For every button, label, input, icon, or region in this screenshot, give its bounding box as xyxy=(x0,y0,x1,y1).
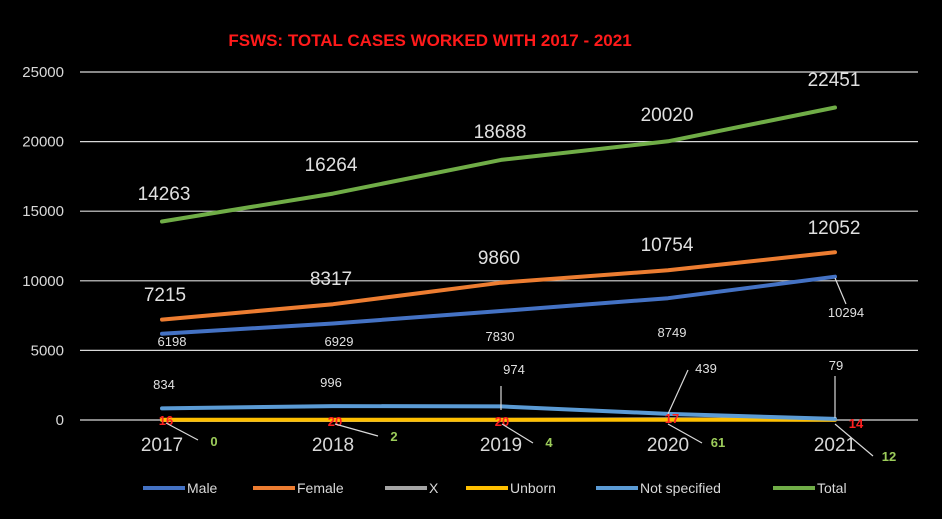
y-tick-label: 20000 xyxy=(22,134,64,151)
leader-line xyxy=(334,423,379,437)
x-tick-label: 2017 xyxy=(141,435,183,456)
leader-line xyxy=(165,422,199,441)
data-label-female: 8317 xyxy=(310,269,352,290)
leader-line xyxy=(501,423,534,444)
x-axis: 2017 2018 2019 2020 2021 xyxy=(141,435,856,456)
data-label-female: 7215 xyxy=(144,285,186,306)
y-tick-label: 10000 xyxy=(22,273,64,290)
data-label-total: 20020 xyxy=(641,105,694,126)
data-label-x: 4 xyxy=(545,435,553,450)
y-tick-label: 25000 xyxy=(22,64,64,81)
x-tick-label: 2021 xyxy=(814,435,856,456)
legend-label: Male xyxy=(187,480,218,496)
x-tick-label: 2018 xyxy=(312,435,354,456)
legend-label: Unborn xyxy=(510,480,556,496)
data-label-total: 18688 xyxy=(474,122,527,143)
data-label-not-specified: 834 xyxy=(153,377,175,392)
data-label-male: 6198 xyxy=(158,334,187,349)
data-label-male: 10294 xyxy=(828,305,864,320)
y-tick-label: 0 xyxy=(56,412,64,429)
series-line-total xyxy=(160,105,837,224)
data-label-unborn: 20 xyxy=(328,414,342,429)
data-label-unborn: 17 xyxy=(665,411,679,426)
data-label-female: 10754 xyxy=(641,235,694,256)
legend-label: X xyxy=(429,480,439,496)
legend: Male Female X Unborn Not specified Total xyxy=(143,480,847,496)
y-tick-label: 5000 xyxy=(31,342,64,359)
chart-title: FSWS: TOTAL CASES WORKED WITH 2017 - 202… xyxy=(228,31,631,50)
data-label-x: 61 xyxy=(711,435,725,450)
data-label-total: 14263 xyxy=(138,184,191,205)
data-label-male: 7830 xyxy=(486,329,515,344)
y-tick-label: 15000 xyxy=(22,203,64,220)
x-tick-label: 2019 xyxy=(480,435,522,456)
data-label-male: 6929 xyxy=(325,334,354,349)
data-label-not-specified: 439 xyxy=(695,361,717,376)
x-tick-label: 2020 xyxy=(647,435,689,456)
data-label-female: 12052 xyxy=(808,218,861,239)
leader-line xyxy=(667,423,703,444)
data-label-unborn: 20 xyxy=(495,414,509,429)
data-labels: 1426316264186882002022451721583179860107… xyxy=(138,70,897,464)
series-line-female xyxy=(160,250,837,322)
series-line-male xyxy=(160,274,837,336)
data-label-male: 8749 xyxy=(658,325,687,340)
leader-line xyxy=(667,369,689,415)
legend-label: Total xyxy=(817,480,847,496)
data-label-x: 2 xyxy=(390,429,397,444)
data-label-not-specified: 974 xyxy=(503,362,525,377)
data-label-x: 0 xyxy=(210,434,217,449)
data-label-total: 22451 xyxy=(808,70,861,91)
y-axis: 0 5000 10000 15000 20000 25000 xyxy=(22,64,64,429)
data-label-not-specified: 996 xyxy=(320,375,342,390)
leader-line xyxy=(834,277,847,305)
data-label-unborn: 14 xyxy=(849,416,864,431)
data-label-female: 9860 xyxy=(478,248,520,269)
leader-line xyxy=(834,423,874,457)
data-label-total: 16264 xyxy=(305,155,358,176)
legend-label: Female xyxy=(297,480,344,496)
data-label-x: 12 xyxy=(882,449,896,464)
legend-label: Not specified xyxy=(640,480,721,496)
data-label-not-specified: 79 xyxy=(829,358,843,373)
